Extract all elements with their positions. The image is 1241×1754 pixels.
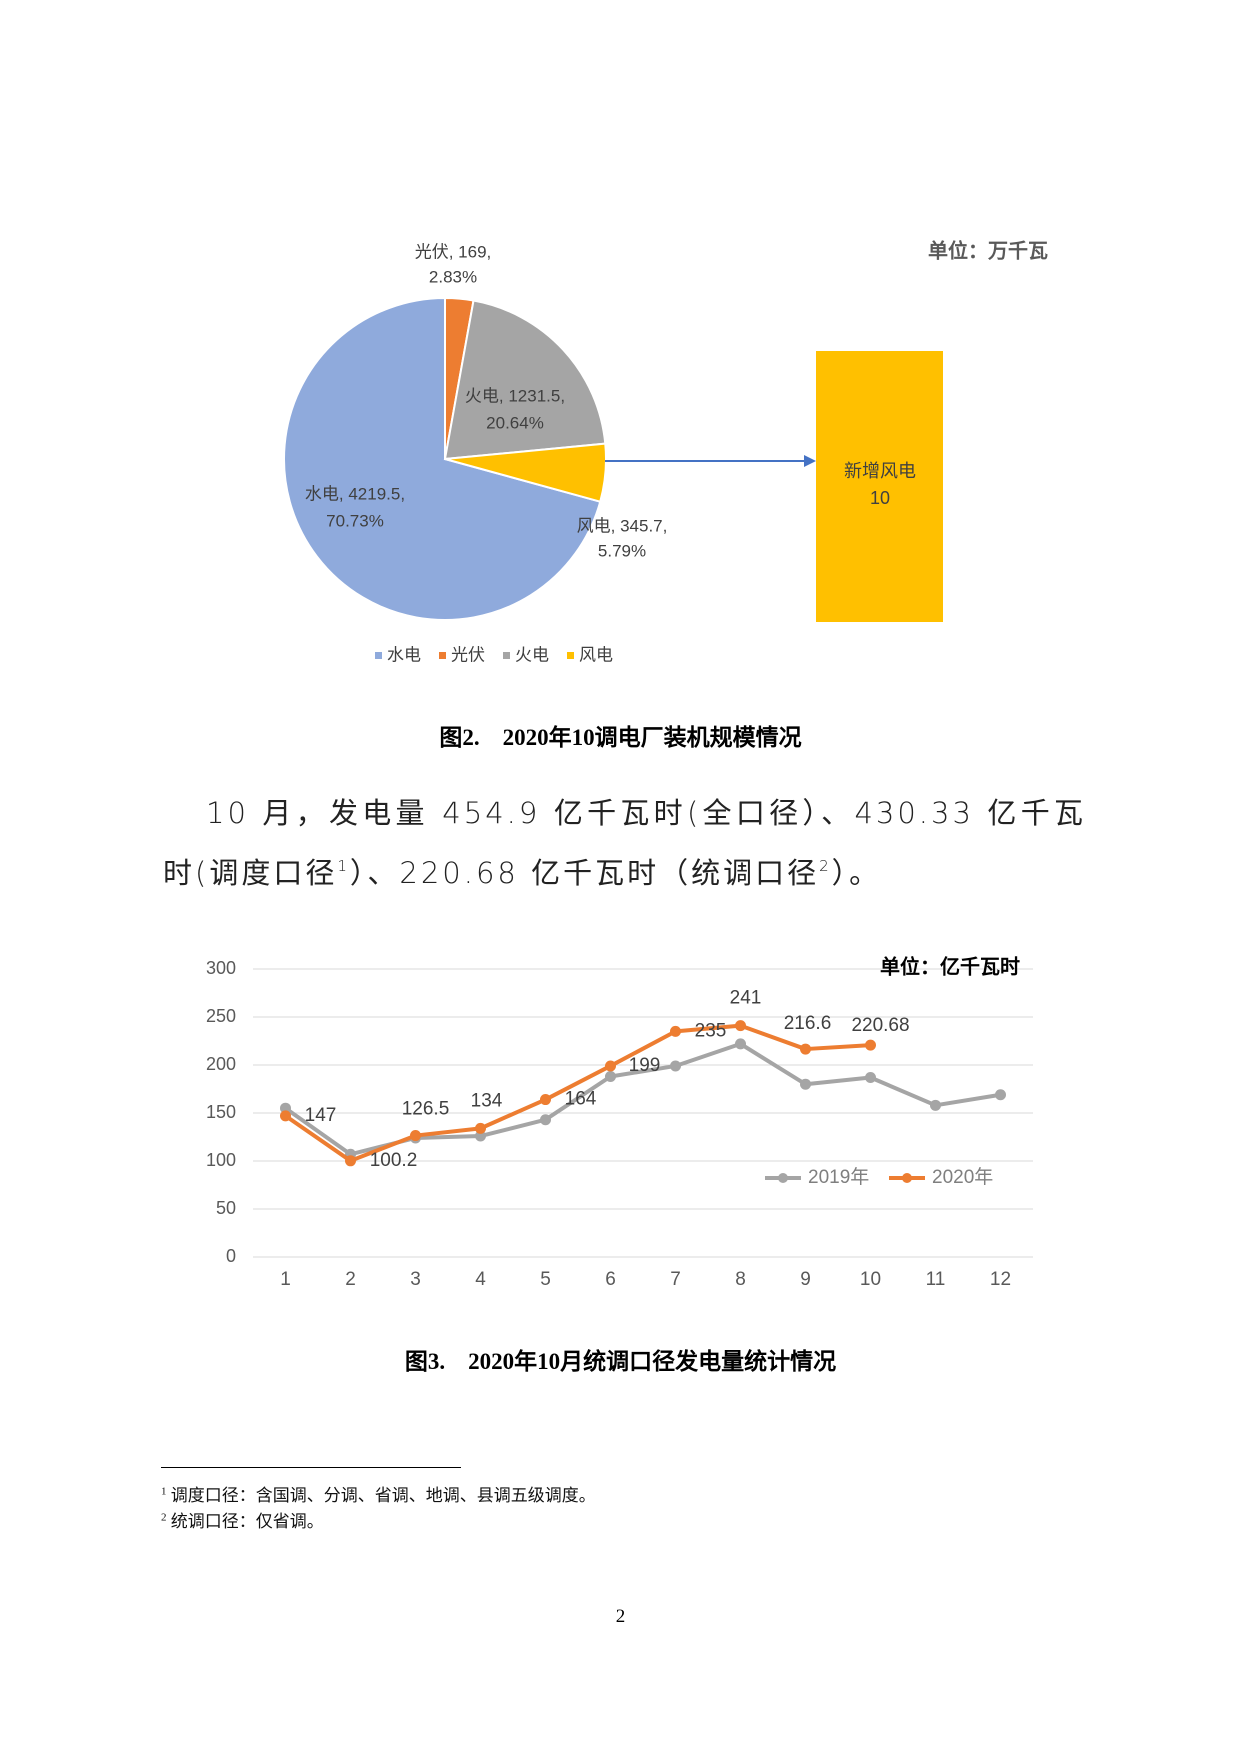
data-point: [280, 1110, 291, 1122]
unit-label: 单位：万千瓦: [928, 238, 1048, 262]
data-point: [800, 1043, 811, 1055]
series-line: [284, 1023, 871, 1163]
legend-label: 风电: [579, 645, 613, 664]
data-point: [865, 1039, 876, 1051]
x-tick-label: 1: [280, 1269, 291, 1290]
data-point: [475, 1122, 486, 1134]
data-point: [735, 1038, 746, 1050]
x-tick-label: 10: [860, 1269, 881, 1290]
x-tick-label: 4: [475, 1269, 486, 1290]
x-tick-label: 12: [990, 1269, 1011, 1290]
footnote-text: 统调口径：仅省调。: [170, 1512, 324, 1531]
footnote: 2 统调口径：仅省调。: [161, 1507, 324, 1532]
y-tick-label: 200: [206, 1054, 236, 1074]
y-tick-label: 250: [206, 1006, 236, 1026]
data-point: [930, 1099, 941, 1111]
data-point: [995, 1089, 1006, 1101]
legend-label: 水电: [387, 645, 421, 664]
data-label: 134: [471, 1090, 503, 1111]
pie-slice: [444, 442, 607, 503]
legend-label: 2019年: [808, 1166, 869, 1188]
data-label: 风电, 345.7,: [577, 516, 668, 535]
y-tick-label: 100: [206, 1150, 236, 1170]
data-label: 2.83%: [429, 267, 477, 286]
legend-marker: [503, 652, 510, 659]
text: ）。: [831, 856, 882, 890]
y-tick-label: 50: [216, 1198, 236, 1218]
legend-marker: [439, 652, 446, 659]
x-tick-label: 3: [410, 1269, 421, 1290]
x-tick-label: 5: [540, 1269, 551, 1290]
page-number: 2: [615, 1606, 626, 1627]
pie-slice: [283, 296, 602, 621]
data-point: [475, 1130, 486, 1142]
x-tick-label: 7: [670, 1269, 681, 1290]
data-label: 241: [730, 988, 762, 1009]
y-tick-label: 150: [206, 1102, 236, 1122]
footnote-text: 调度口径：含国调、分调、省调、地调、县调五级调度。: [170, 1486, 596, 1505]
footnote-rule: [161, 1467, 461, 1468]
data-point: [735, 1020, 746, 1032]
data-label: 水电, 4219.5,: [305, 484, 405, 503]
data-label: 164: [565, 1089, 597, 1110]
figure-caption: 图2. 2020年10调电厂装机规模情况: [439, 725, 802, 750]
x-tick-label: 9: [800, 1269, 811, 1290]
footnote-ref: 2: [819, 857, 832, 875]
data-label: 199: [629, 1055, 661, 1076]
data-label: 216.6: [784, 1013, 832, 1034]
data-label: 70.73%: [326, 511, 384, 530]
data-label: 20.64%: [486, 413, 544, 432]
x-tick-label: 6: [605, 1269, 616, 1290]
annotation-value: 10: [870, 488, 890, 508]
text: 10 月，发电量 454.9 亿千瓦时(全口径）、430.33 亿千瓦时(调度口…: [163, 796, 1086, 890]
figure-caption: 图3. 2020年10月统调口径发电量统计情况: [404, 1349, 837, 1374]
x-tick-label: 2: [345, 1269, 356, 1290]
legend-marker: [375, 652, 382, 659]
data-point: [280, 1102, 291, 1114]
data-label: 火电, 1231.5,: [465, 386, 565, 405]
legend-marker: [778, 1173, 788, 1183]
x-tick-label: 8: [735, 1269, 746, 1290]
data-point: [670, 1025, 681, 1037]
legend-label: 2020年: [932, 1166, 993, 1188]
annotation-box: [816, 351, 943, 622]
paragraph: 10 月，发电量 454.9 亿千瓦时(全口径）、430.33 亿千瓦时(调度口…: [163, 783, 1086, 903]
data-point: [345, 1155, 356, 1167]
text: ）、220.68 亿千瓦时（统调口径: [349, 856, 820, 890]
pie-slice: [443, 299, 607, 461]
y-tick-label: 300: [206, 958, 236, 978]
data-label: 147: [305, 1105, 337, 1126]
data-point: [605, 1060, 616, 1072]
data-point: [865, 1071, 876, 1083]
footnote-mark: 1: [161, 1485, 167, 1498]
legend-marker: [567, 652, 574, 659]
legend-marker: [902, 1173, 912, 1183]
data-point: [670, 1060, 681, 1072]
data-label: 光伏, 169,: [415, 242, 492, 261]
legend-label: 光伏: [451, 645, 485, 664]
y-tick-label: 0: [226, 1246, 236, 1266]
data-point: [605, 1071, 616, 1083]
x-tick-label: 11: [926, 1269, 946, 1290]
data-point: [540, 1094, 551, 1106]
unit-label: 单位：亿千瓦时: [880, 954, 1020, 978]
data-label: 100.2: [370, 1150, 418, 1171]
data-point: [540, 1114, 551, 1126]
annotation-label: 新增风电: [844, 461, 916, 481]
footnote-mark: 2: [161, 1511, 167, 1524]
data-point: [410, 1130, 421, 1142]
legend-label: 火电: [515, 645, 549, 664]
data-label: 5.79%: [598, 541, 646, 560]
arrow-head: [804, 455, 816, 467]
footnote: 1 调度口径：含国调、分调、省调、地调、县调五级调度。: [161, 1481, 596, 1506]
data-label: 126.5: [402, 1099, 450, 1120]
data-label: 235: [695, 1020, 727, 1041]
footnote-ref: 1: [337, 857, 350, 875]
data-point: [800, 1078, 811, 1090]
data-label: 220.68: [851, 1015, 909, 1036]
